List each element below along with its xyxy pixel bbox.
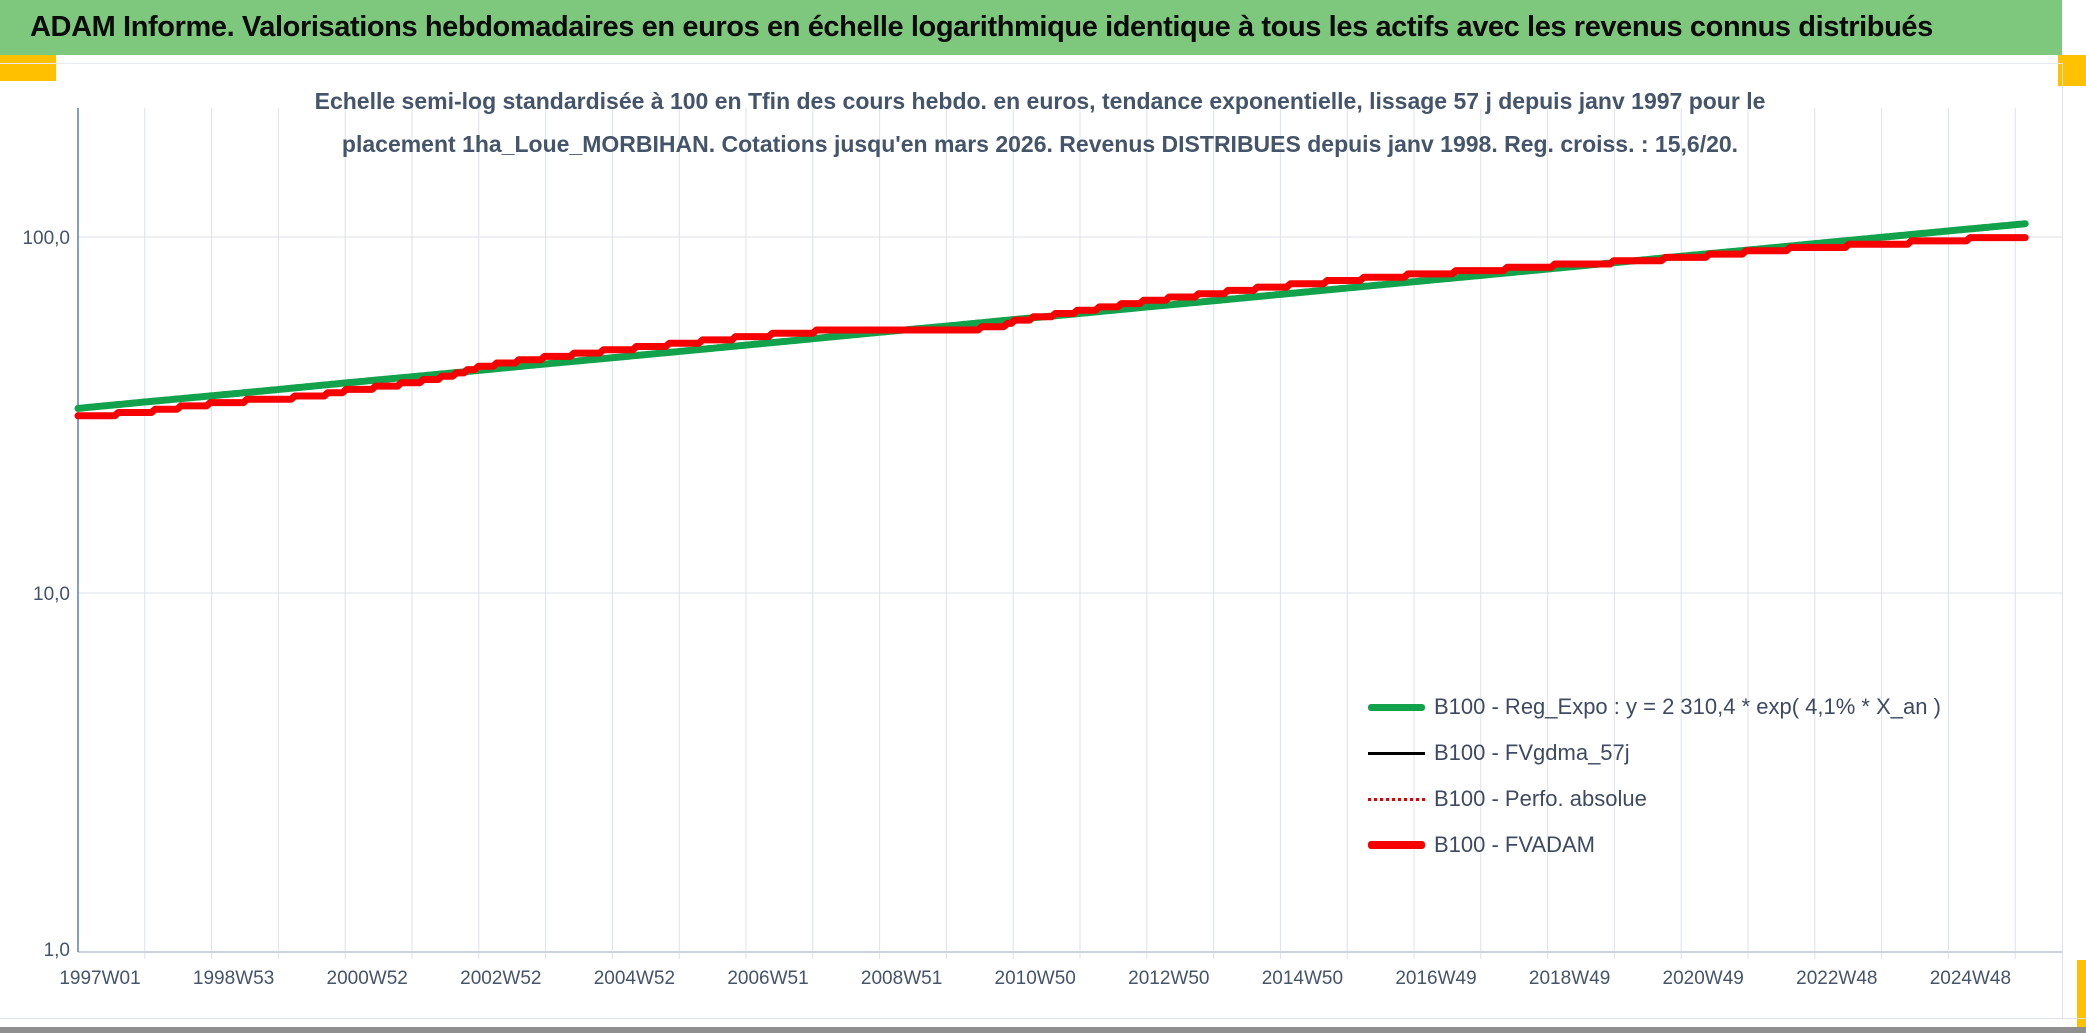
legend-label: B100 - FVADAM xyxy=(1434,832,1595,857)
x-tick-label: 2006W51 xyxy=(727,968,808,989)
x-tick-label: 2020W49 xyxy=(1663,968,1744,989)
y-tick-label: 10,0 xyxy=(33,584,70,605)
legend-item-perfo-absolue[interactable]: B100 - Perfo. absolue xyxy=(1368,776,1941,822)
x-tick-label: 2012W50 xyxy=(1128,968,1209,989)
y-tick-label: 100,0 xyxy=(22,228,70,249)
series-b100-fvadam xyxy=(74,234,2029,420)
accent-strip-right xyxy=(2077,960,2086,1027)
chart-border-right xyxy=(2062,63,2063,1018)
axis-tick-labels: 100,0 10,0 1,0 1997W01 1998W53 2000W52 2002W52… xyxy=(22,228,2011,989)
header-bar: ADAM Informe. Valorisations hebdomadaire… xyxy=(0,0,2062,55)
chart-border-top xyxy=(0,63,2062,64)
header-title: ADAM Informe. Valorisations hebdomadaire… xyxy=(30,11,1933,43)
x-tick-label: 2018W49 xyxy=(1529,968,1610,989)
x-tick-label: 2010W50 xyxy=(995,968,1076,989)
legend-label: B100 - Perfo. absolue xyxy=(1434,786,1647,811)
y-tick-label: 1,0 xyxy=(44,940,70,961)
chart-border-bottom xyxy=(0,1018,2086,1019)
chart-legend[interactable]: B100 - Reg_Expo : y = 2 310,4 * exp( 4,1… xyxy=(1368,684,1941,868)
chart-title-line1: Echelle semi-log standardisée à 100 en T… xyxy=(314,88,1766,114)
window-bottom-bar xyxy=(0,1027,2086,1033)
x-tick-label: 2014W50 xyxy=(1262,968,1343,989)
x-tick-label: 1998W53 xyxy=(193,968,274,989)
x-tick-label: 2022W48 xyxy=(1796,968,1877,989)
x-tick-label: 1997W01 xyxy=(59,968,140,989)
legend-item-reg-expo[interactable]: B100 - Reg_Expo : y = 2 310,4 * exp( 4,1… xyxy=(1368,684,1941,730)
legend-item-fvadam[interactable]: B100 - FVADAM xyxy=(1368,822,1941,868)
x-tick-label: 2000W52 xyxy=(327,968,408,989)
legend-swatch-black-line xyxy=(1368,751,1425,755)
accent-square-left xyxy=(0,55,56,81)
legend-label: B100 - FVgdma_57j xyxy=(1434,740,1630,765)
legend-item-fvgdma[interactable]: B100 - FVgdma_57j xyxy=(1368,730,1941,776)
x-tick-label: 2002W52 xyxy=(460,968,541,989)
x-tick-label: 2004W52 xyxy=(594,968,675,989)
legend-label: B100 - Reg_Expo : y = 2 310,4 * exp( 4,1… xyxy=(1434,694,1941,719)
x-tick-label: 2024W48 xyxy=(1930,968,2011,989)
x-tick-label: 2016W49 xyxy=(1395,968,1476,989)
legend-swatch-red-line xyxy=(1368,841,1425,849)
chart-title-line2: placement 1ha_Loue_MORBIHAN. Cotations j… xyxy=(341,131,1739,157)
legend-swatch-dotted-line xyxy=(1368,797,1425,801)
chart-title: Echelle semi-log standardisée à 100 en T… xyxy=(150,80,1930,166)
x-tick-label: 2008W51 xyxy=(861,968,942,989)
legend-swatch-green-line xyxy=(1368,703,1425,711)
